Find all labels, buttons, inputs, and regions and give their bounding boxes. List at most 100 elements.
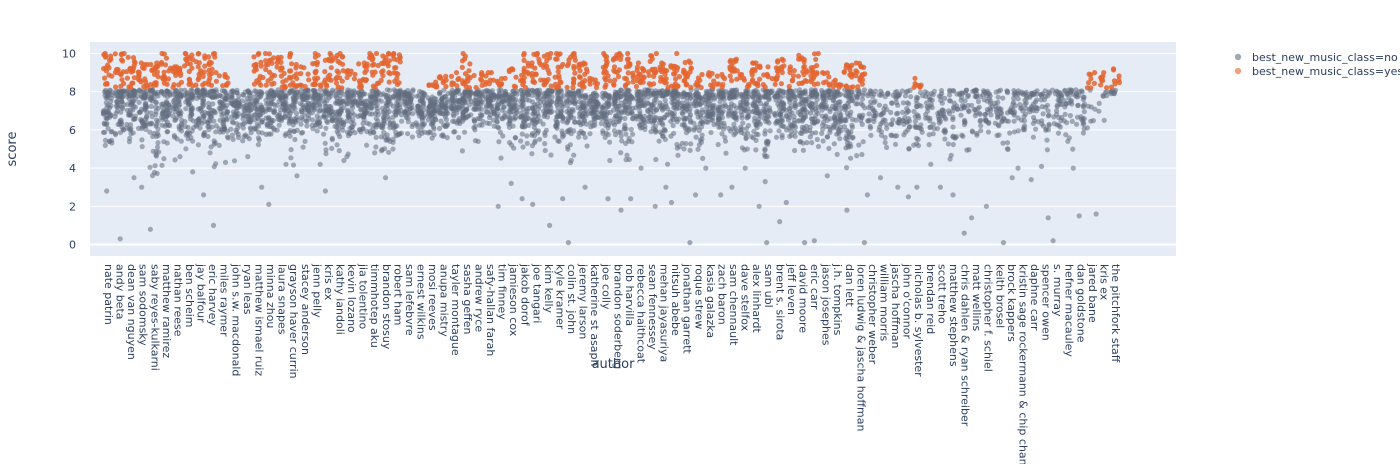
x-tick-label: katherine st asaph xyxy=(588,264,601,367)
point-yes xyxy=(392,78,398,84)
point-no xyxy=(220,129,226,135)
point-no xyxy=(867,117,873,123)
point-yes xyxy=(162,62,169,68)
point-yes xyxy=(281,70,287,76)
point-no xyxy=(576,119,582,126)
point-no xyxy=(625,87,631,93)
point-no xyxy=(568,100,574,106)
point-yes xyxy=(488,70,494,76)
point-no xyxy=(454,110,460,116)
point-no xyxy=(696,97,702,104)
point-no xyxy=(662,97,668,103)
point-no xyxy=(633,114,639,120)
point-no xyxy=(947,98,954,104)
point-no xyxy=(334,98,340,105)
point-no xyxy=(229,132,235,138)
point-no xyxy=(553,100,559,106)
point-yes xyxy=(293,61,299,68)
point-no xyxy=(936,93,942,99)
x-tick-label: brendan reid xyxy=(924,264,937,334)
point-yes xyxy=(161,76,168,82)
point-no xyxy=(720,103,726,109)
point-no xyxy=(472,106,479,112)
point-no xyxy=(1034,97,1040,103)
point-yes xyxy=(612,77,618,83)
point-no xyxy=(298,130,304,136)
point-no xyxy=(1090,118,1096,124)
point-no xyxy=(1101,117,1107,123)
point-no xyxy=(1080,104,1087,110)
point-no xyxy=(753,137,759,143)
point-no xyxy=(245,154,251,160)
point-no xyxy=(670,122,676,129)
point-yes xyxy=(222,74,228,80)
point-no xyxy=(288,147,294,153)
point-no xyxy=(970,129,976,135)
point-no xyxy=(914,135,920,141)
point-no xyxy=(336,111,343,117)
point-yes xyxy=(186,68,192,75)
point-no xyxy=(772,111,778,117)
point-yes xyxy=(171,82,177,88)
point-no xyxy=(373,144,379,150)
point-yes xyxy=(262,50,269,57)
point-no xyxy=(155,140,161,146)
point-no xyxy=(390,146,396,152)
point-yes xyxy=(582,71,588,77)
point-yes xyxy=(251,54,257,60)
point-no xyxy=(699,107,706,113)
point-no xyxy=(519,131,525,137)
point-no xyxy=(513,107,519,113)
point-no xyxy=(129,93,135,100)
point-yes xyxy=(153,82,159,88)
point-no xyxy=(568,111,574,117)
point-no xyxy=(911,142,917,148)
point-yes xyxy=(645,69,651,75)
point-no xyxy=(719,93,726,100)
point-no xyxy=(728,101,735,107)
point-yes xyxy=(512,84,519,90)
point-no xyxy=(614,119,620,125)
point-yes xyxy=(459,64,465,70)
point-yes xyxy=(356,84,362,90)
point-no xyxy=(216,105,222,111)
point-yes xyxy=(333,76,339,82)
point-no xyxy=(302,112,308,118)
point-no xyxy=(153,123,159,129)
point-no xyxy=(1007,107,1013,113)
point-no xyxy=(229,114,235,120)
point-no xyxy=(638,89,644,95)
point-yes xyxy=(593,84,600,91)
point-no xyxy=(800,147,807,153)
point-yes xyxy=(323,82,329,88)
point-no xyxy=(641,113,648,119)
point-no xyxy=(653,128,659,134)
point-yes xyxy=(193,82,199,88)
point-yes xyxy=(103,54,109,60)
point-no xyxy=(951,100,957,106)
point-no xyxy=(598,120,604,127)
point-no xyxy=(344,101,350,107)
point-no xyxy=(541,94,547,100)
point-no xyxy=(681,146,687,152)
point-no xyxy=(978,117,984,123)
point-yes xyxy=(257,73,263,79)
point-no xyxy=(426,108,432,114)
point-no xyxy=(797,139,804,145)
point-no xyxy=(378,98,384,104)
point-no xyxy=(153,99,159,105)
point-no xyxy=(1038,163,1045,169)
point-no xyxy=(675,152,681,158)
point-no xyxy=(529,131,536,137)
point-yes xyxy=(328,65,334,71)
point-no xyxy=(415,124,421,130)
point-no xyxy=(610,107,617,113)
point-no xyxy=(668,118,674,124)
point-yes xyxy=(147,82,153,88)
point-no xyxy=(383,103,389,109)
point-no xyxy=(124,125,130,131)
point-no xyxy=(977,111,983,117)
point-no xyxy=(360,120,366,127)
point-no xyxy=(321,131,327,137)
point-no xyxy=(902,114,908,121)
